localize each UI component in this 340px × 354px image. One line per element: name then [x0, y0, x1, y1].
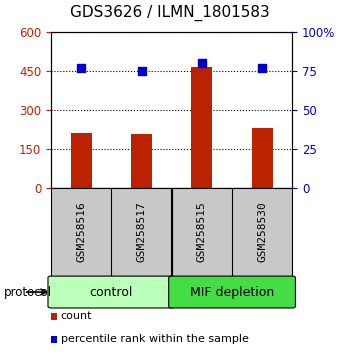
Text: GSM258530: GSM258530: [257, 201, 267, 262]
Bar: [71, 133, 92, 188]
Text: count: count: [61, 312, 92, 321]
Bar: [191, 67, 212, 188]
Text: percentile rank within the sample: percentile rank within the sample: [61, 335, 249, 344]
Bar: [131, 135, 152, 188]
Point: [199, 60, 205, 66]
FancyBboxPatch shape: [169, 276, 295, 308]
Point: [259, 65, 265, 70]
Text: control: control: [90, 286, 133, 298]
Text: protocol: protocol: [3, 286, 52, 298]
Text: GSM258515: GSM258515: [197, 201, 207, 262]
Point: [139, 68, 144, 74]
Text: GDS3626 / ILMN_1801583: GDS3626 / ILMN_1801583: [70, 5, 270, 21]
Bar: [252, 128, 273, 188]
FancyBboxPatch shape: [48, 276, 175, 308]
Text: GSM258517: GSM258517: [137, 201, 147, 262]
Point: [79, 65, 84, 70]
Text: MIF depletion: MIF depletion: [190, 286, 274, 298]
Text: GSM258516: GSM258516: [76, 201, 86, 262]
